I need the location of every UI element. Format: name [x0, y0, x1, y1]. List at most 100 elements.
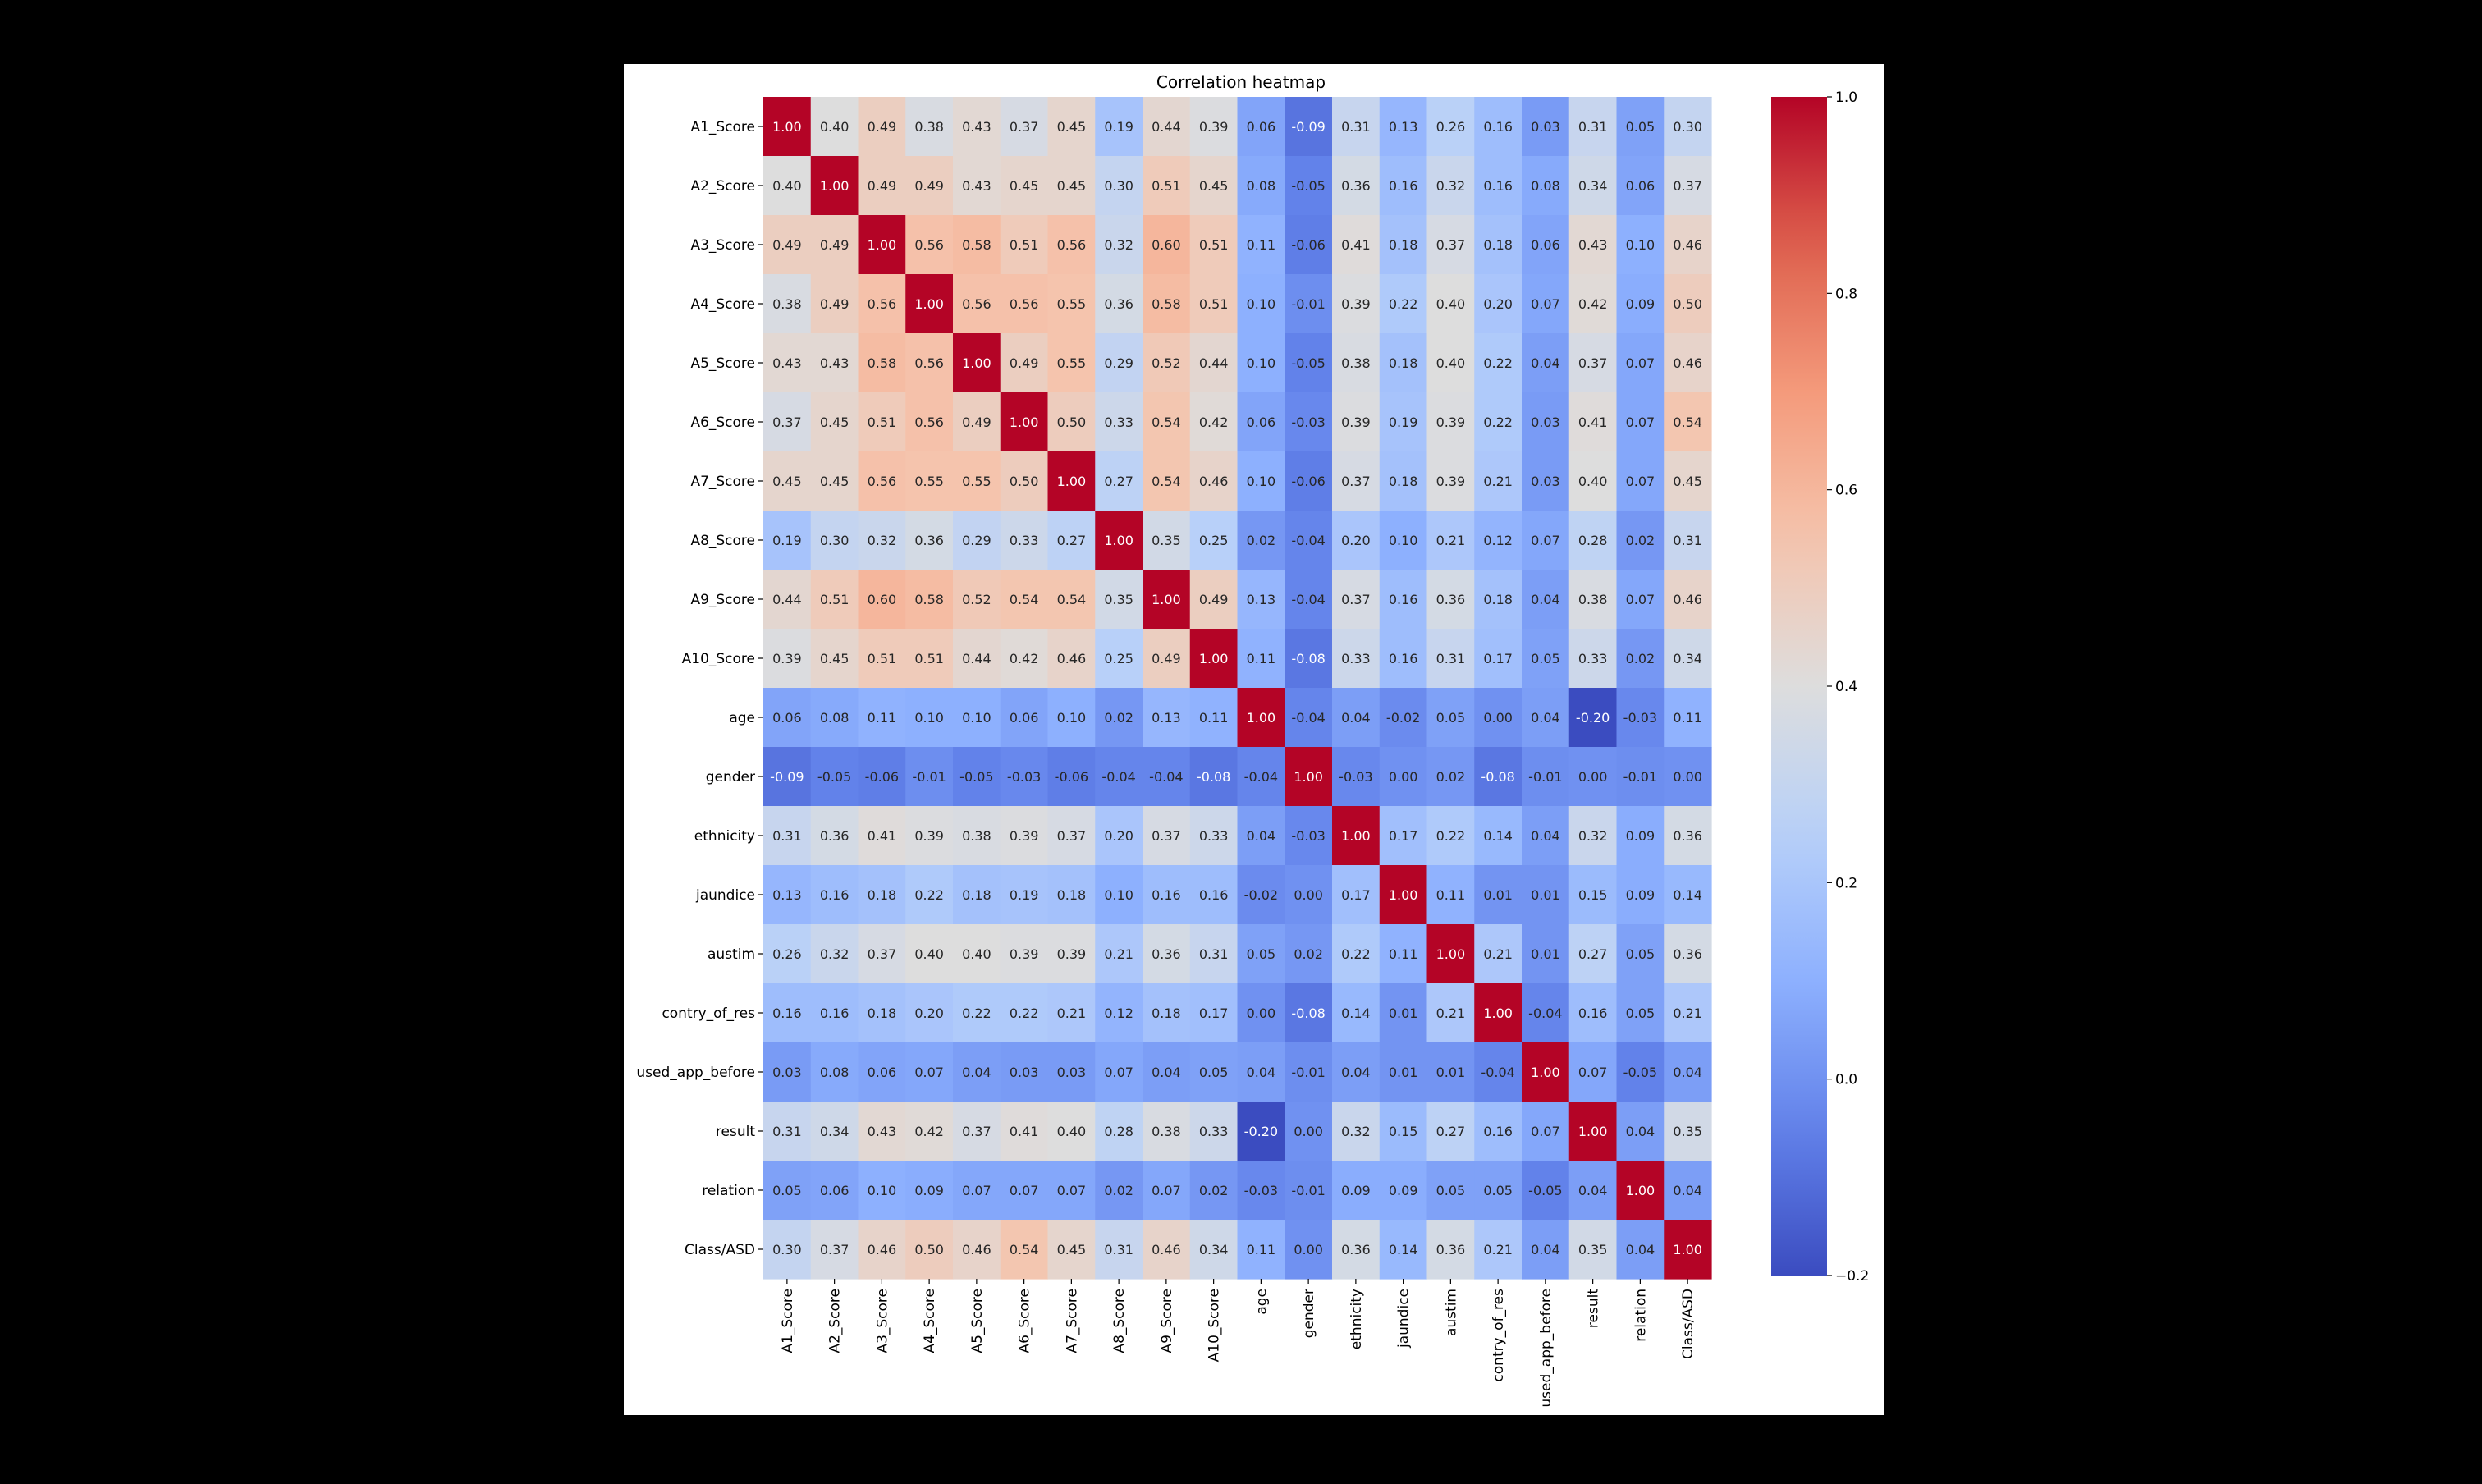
heatmap-cell: [1047, 1102, 1096, 1161]
heatmap-cell: [1332, 629, 1381, 689]
cell-value-label: 0.13: [1152, 710, 1181, 726]
cell-value-label: 0.11: [868, 710, 897, 726]
heatmap-cell: [1426, 983, 1475, 1043]
heatmap-cell: [1237, 97, 1285, 157]
cell-value-label: 0.16: [1389, 592, 1418, 607]
heatmap-cell: [905, 806, 954, 866]
heatmap-cell: [1143, 983, 1191, 1043]
cell-value-label: 0.36: [1436, 592, 1466, 607]
x-tick-label: A4_Score: [922, 1289, 938, 1353]
cell-value-label: 0.22: [962, 1005, 991, 1021]
cell-value-label: 0.27: [1104, 474, 1133, 489]
cell-value-label: 0.16: [1152, 887, 1181, 903]
heatmap-cell: [1095, 924, 1143, 984]
heatmap-cell: [1426, 156, 1475, 216]
heatmap-cell: [1143, 1102, 1191, 1161]
y-tick-label: A9_Score: [690, 592, 755, 608]
cell-value-label: 0.10: [1247, 474, 1276, 489]
heatmap-cell: [905, 156, 954, 216]
heatmap-cell: [905, 333, 954, 393]
cell-value-label: -0.08: [1291, 1005, 1325, 1021]
cell-value-label: 1.00: [820, 178, 849, 194]
heatmap-cell: [905, 629, 954, 689]
cell-value-label: 0.34: [1199, 1242, 1229, 1257]
heatmap-cell: [1143, 1042, 1191, 1102]
heatmap-cell: [1189, 215, 1239, 275]
cell-value-label: 0.11: [1247, 237, 1276, 253]
heatmap-cell: [1000, 215, 1049, 275]
cell-value-label: 0.36: [1341, 1242, 1371, 1257]
heatmap-cell: [1189, 274, 1239, 334]
cell-value-label: 0.50: [1057, 415, 1087, 430]
cell-value-label: 0.21: [1673, 1005, 1702, 1021]
heatmap-cell: [1474, 274, 1523, 334]
cell-value-label: 0.17: [1341, 887, 1371, 903]
cell-value-label: 0.16: [820, 887, 849, 903]
heatmap-cell: [763, 865, 812, 925]
heatmap-cell: [1616, 1042, 1665, 1102]
heatmap-cell: [1237, 333, 1285, 393]
cell-value-label: 0.56: [868, 296, 897, 312]
cell-value-label: 0.10: [1247, 355, 1276, 371]
cell-value-label: 0.18: [1057, 887, 1087, 903]
cell-value-label: 0.21: [1483, 1242, 1513, 1257]
heatmap-cell: [1426, 570, 1475, 630]
heatmap-cell: [1616, 629, 1665, 689]
heatmap-cell: [1568, 392, 1618, 452]
heatmap-cell: [1616, 983, 1665, 1043]
cell-value-label: 0.29: [1104, 355, 1133, 371]
cell-value-label: 0.04: [1341, 1065, 1371, 1080]
cell-value-label: 0.10: [1389, 533, 1418, 548]
heatmap-cell: [1095, 570, 1143, 630]
cell-value-label: 0.46: [1152, 1242, 1181, 1257]
heatmap-cell: [1522, 688, 1570, 748]
heatmap-cell: [763, 629, 812, 689]
cell-value-label: 0.37: [820, 1242, 849, 1257]
heatmap-cell: [1568, 333, 1618, 393]
cell-value-label: 0.46: [868, 1242, 897, 1257]
heatmap-cell: [1522, 747, 1570, 807]
heatmap-cell: [1616, 1161, 1665, 1221]
cell-value-label: 0.04: [1341, 710, 1371, 726]
cell-value-label: 0.44: [962, 651, 991, 666]
cell-value-label: 0.45: [1673, 474, 1702, 489]
heatmap-cell: [1332, 865, 1381, 925]
heatmap-cell: [1664, 97, 1712, 157]
cell-value-label: 0.00: [1483, 710, 1513, 726]
heatmap-cell: [1522, 511, 1570, 570]
cell-value-label: 1.00: [1483, 1005, 1513, 1021]
heatmap-cell: [1568, 570, 1618, 630]
heatmap-cell: [763, 570, 812, 630]
cell-value-label: 1.00: [1531, 1065, 1560, 1080]
heatmap-cell: [1047, 570, 1096, 630]
heatmap-cell: [1143, 333, 1191, 393]
heatmap-cell: [1143, 511, 1191, 570]
heatmap-cell: [1143, 865, 1191, 925]
figure-canvas: Correlation heatmap 1.00 0.40 0.49 0.38 0.43…: [624, 64, 1884, 1415]
cell-value-label: 0.43: [772, 355, 802, 371]
cell-value-label: 0.31: [1341, 119, 1371, 135]
heatmap-annotations: 1.00 0.40 0.49 0.38 0.43 0.37 0.45 0.19 0.44 0.39…: [770, 119, 1702, 1257]
heatmap-cell: [1522, 1042, 1570, 1102]
heatmap-cell: [1379, 688, 1428, 748]
cell-value-label: 0.10: [1247, 296, 1276, 312]
cell-value-label: 0.07: [914, 1065, 944, 1080]
heatmap-cell: [763, 1042, 812, 1102]
heatmap-cell: [1474, 1042, 1523, 1102]
heatmap-cell: [1522, 333, 1570, 393]
cell-value-label: 0.07: [1104, 1065, 1133, 1080]
cell-value-label: -0.04: [1149, 769, 1183, 785]
cell-value-label: 0.51: [1010, 237, 1039, 253]
cell-value-label: 0.08: [1247, 178, 1276, 194]
heatmap-cell: [763, 451, 812, 511]
heatmap-cell: [810, 983, 859, 1043]
cell-value-label: 0.01: [1531, 946, 1560, 962]
heatmap-cell: [810, 274, 859, 334]
heatmap-cell: [1426, 511, 1475, 570]
heatmap-cell: [1095, 215, 1143, 275]
cell-value-label: -0.08: [1197, 769, 1230, 785]
heatmap-cell: [1426, 688, 1475, 748]
heatmap-cell: [810, 97, 859, 157]
cell-value-label: 0.60: [1152, 237, 1181, 253]
cell-value-label: 0.32: [820, 946, 849, 962]
